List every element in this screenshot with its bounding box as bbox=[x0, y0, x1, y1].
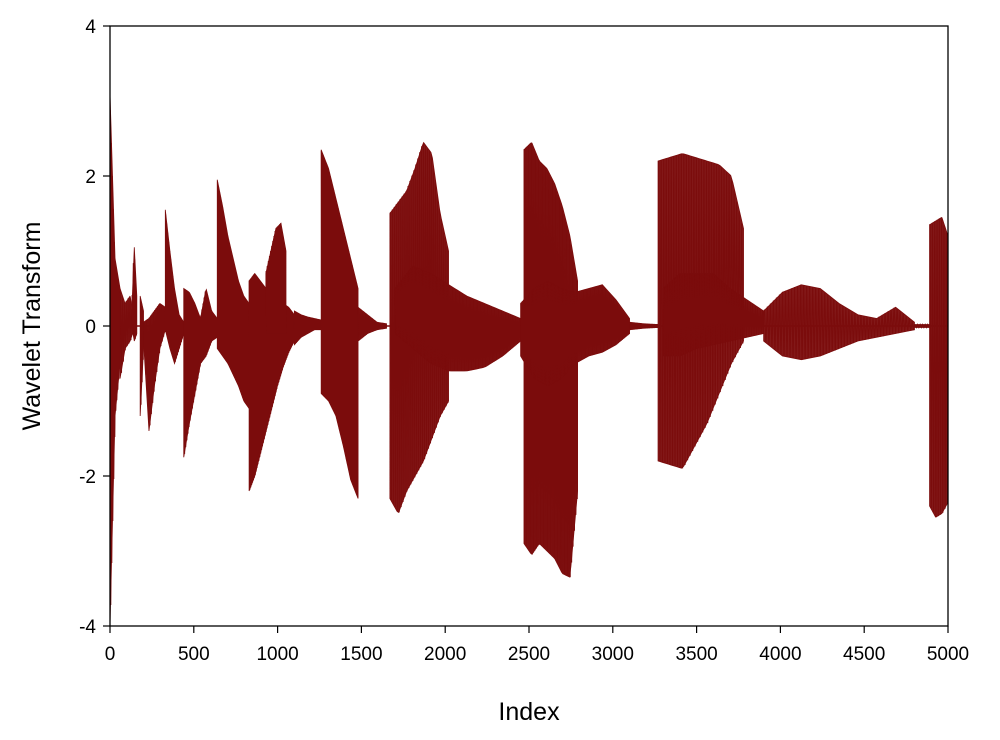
x-axis-title: Index bbox=[498, 698, 560, 726]
series-trace bbox=[914, 323, 930, 329]
x-tick-label: 3000 bbox=[592, 644, 634, 665]
series-segment bbox=[914, 323, 930, 329]
y-tick-label: 2 bbox=[85, 167, 96, 188]
series-trace bbox=[216, 182, 250, 408]
series-trace bbox=[143, 303, 166, 426]
y-tick-label: 4 bbox=[85, 17, 96, 38]
series-trace bbox=[763, 284, 915, 360]
series-trace bbox=[109, 109, 121, 606]
series-segment bbox=[357, 306, 387, 342]
series-segment bbox=[131, 247, 138, 342]
x-axis: 0 500 1000 1500 2000 2500 3000 3500 4000 4500 5000 bbox=[105, 626, 969, 665]
y-tick-label: -4 bbox=[79, 617, 96, 638]
series-trace bbox=[248, 273, 295, 490]
y-tick-label: -2 bbox=[79, 467, 96, 488]
series-trace bbox=[139, 298, 144, 405]
x-tick-label: 1000 bbox=[256, 644, 298, 665]
y-axis: -4 -2 0 2 4 bbox=[79, 17, 110, 638]
series-segment bbox=[929, 216, 949, 518]
x-tick-label: 500 bbox=[178, 644, 210, 665]
y-tick-label: 0 bbox=[85, 317, 96, 338]
series-segment bbox=[662, 273, 765, 357]
series-trace bbox=[131, 259, 138, 340]
series-trace bbox=[520, 281, 630, 386]
y-axis-title: Wavelet Transform bbox=[18, 222, 46, 431]
series-segment bbox=[763, 284, 915, 361]
series-segment bbox=[520, 280, 630, 387]
series-trace bbox=[320, 150, 359, 498]
series-trace bbox=[394, 266, 521, 372]
series-segment bbox=[143, 302, 166, 432]
series-trace bbox=[662, 273, 764, 357]
x-tick-label: 4000 bbox=[759, 644, 801, 665]
series-trace bbox=[265, 223, 287, 334]
series-segment bbox=[293, 310, 322, 346]
series-trace bbox=[929, 218, 948, 517]
x-tick-label: 1500 bbox=[340, 644, 382, 665]
series-trace bbox=[629, 322, 659, 330]
x-tick-label: 0 bbox=[105, 644, 116, 665]
series-segment bbox=[216, 179, 250, 410]
x-tick-label: 2500 bbox=[508, 644, 550, 665]
plot-area bbox=[109, 93, 949, 627]
x-tick-label: 3500 bbox=[675, 644, 717, 665]
series-trace bbox=[183, 288, 218, 454]
series-trace bbox=[357, 307, 387, 341]
series-segment bbox=[109, 93, 121, 627]
series-trace bbox=[294, 311, 322, 345]
series-segment bbox=[183, 287, 218, 458]
series-segment bbox=[139, 295, 144, 417]
series-segment bbox=[320, 149, 359, 499]
series-0 bbox=[109, 93, 949, 627]
series-segment bbox=[164, 209, 185, 365]
x-tick-label: 2000 bbox=[424, 644, 466, 665]
series-segment bbox=[265, 222, 287, 334]
x-tick-label: 4500 bbox=[843, 644, 885, 665]
x-tick-label: 5000 bbox=[927, 644, 969, 665]
series-segment bbox=[629, 321, 659, 331]
series-trace bbox=[165, 214, 185, 362]
